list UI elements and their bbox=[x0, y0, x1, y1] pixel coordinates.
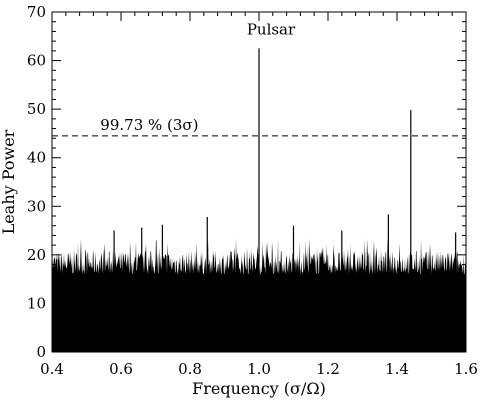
y-tick-label: 70 bbox=[27, 3, 46, 21]
x-tick-label: 0.6 bbox=[109, 360, 133, 378]
x-tick-label: 1.6 bbox=[454, 360, 478, 378]
y-tick-label: 50 bbox=[27, 100, 46, 118]
threshold-label: 99.73 % (3σ) bbox=[100, 116, 198, 134]
x-axis: 0.4 0.6 0.8 1.0 1.2 1.4 1.6 bbox=[40, 12, 478, 378]
x-tick-label: 1.4 bbox=[385, 360, 409, 378]
y-tick-label: 0 bbox=[36, 343, 46, 361]
x-tick-label: 1.2 bbox=[316, 360, 340, 378]
y-tick-label: 40 bbox=[27, 149, 46, 167]
x-axis-label: Frequency (σ/Ω) bbox=[192, 379, 326, 398]
x-tick-label: 0.4 bbox=[40, 360, 64, 378]
y-tick-label: 10 bbox=[27, 294, 46, 312]
x-tick-label: 1.0 bbox=[247, 360, 271, 378]
x-tick-label: 0.8 bbox=[178, 360, 202, 378]
pulsar-annotation: Pulsar bbox=[247, 20, 296, 38]
y-tick-label: 30 bbox=[27, 197, 46, 215]
y-axis: 0 10 20 30 40 50 60 70 bbox=[27, 3, 466, 361]
y-tick-label: 60 bbox=[27, 52, 46, 70]
y-axis-label: Leahy Power bbox=[0, 129, 18, 234]
y-tick-label: 20 bbox=[27, 246, 46, 264]
spectrum-peaks bbox=[113, 48, 457, 352]
